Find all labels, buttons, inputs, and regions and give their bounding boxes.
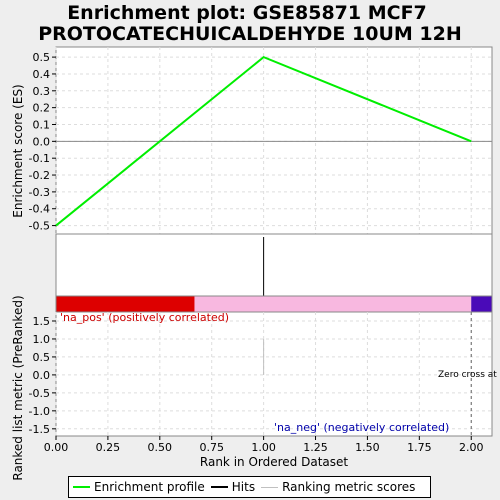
x-tick-label: 0.00 bbox=[44, 441, 69, 454]
positive-correlation-label: 'na_pos' (positively correlated) bbox=[60, 311, 229, 324]
legend-label-ranking-metric-scores: Ranking metric scores bbox=[282, 480, 416, 494]
es-y-tick-label: 0.1 bbox=[33, 118, 51, 131]
es-plot-area bbox=[55, 46, 493, 235]
es-y-tick-label: 0.3 bbox=[33, 85, 51, 98]
es-y-tick-label: -0.3 bbox=[29, 186, 50, 199]
es-y-tick-label: 0.5 bbox=[33, 51, 51, 64]
x-tick-label: 1.75 bbox=[407, 441, 432, 454]
legend-swatch-ranking-metric-scores bbox=[261, 486, 279, 488]
colorbar-segment bbox=[471, 296, 492, 312]
legend-item-enrichment-profile: Enrichment profile bbox=[73, 480, 205, 494]
es-y-tick-label: -0.2 bbox=[29, 169, 50, 182]
x-axis-label: Rank in Ordered Dataset bbox=[200, 455, 348, 469]
rank-y-tick-label: 0.5 bbox=[33, 351, 51, 364]
x-tick-label: 1.00 bbox=[251, 441, 276, 454]
colorbar-segment bbox=[194, 296, 472, 312]
legend-item-ranking-metric-scores: Ranking metric scores bbox=[261, 480, 415, 494]
es-grid bbox=[55, 47, 492, 234]
colorbar-segment bbox=[56, 296, 195, 312]
es-y-tick-label: 0.0 bbox=[33, 135, 51, 148]
rank-y-tick-label: 0.0 bbox=[33, 369, 51, 382]
rank-y-tick-label: 1.0 bbox=[33, 333, 51, 346]
es-y-tick-label: 0.4 bbox=[33, 68, 51, 81]
es-y-tick-label: 0.2 bbox=[33, 102, 51, 115]
rank-panel: 1.5 1.0 0.5 0.0 -0.5 -1.0 -1.5 Zero cross at 2… bbox=[11, 295, 500, 480]
legend-swatch-hits bbox=[210, 486, 228, 488]
chart-title-line-1: Enrichment plot: GSE85871 MCF7 bbox=[67, 2, 427, 24]
chart-title-line-2: PROTOCATECHUICALDEHYDE 10UM 12H bbox=[38, 23, 462, 45]
rank-y-tick-label: -0.5 bbox=[29, 387, 50, 400]
rank-y-ticks: 1.5 1.0 0.5 0.0 -0.5 -1.0 -1.5 bbox=[29, 315, 56, 436]
legend: Enrichment profile Hits Ranking metric s… bbox=[68, 476, 431, 498]
es-panel: 0.5 0.4 0.3 0.2 0.1 0.0 -0.1 -0.2 -0.3 -0.4 -0.5 E… bbox=[11, 46, 493, 235]
rank-y-tick-label: -1.5 bbox=[29, 423, 50, 436]
legend-label-hits: Hits bbox=[231, 480, 256, 494]
legend-label-enrichment-profile: Enrichment profile bbox=[94, 480, 205, 494]
rank-y-axis-label: Ranked list metric (PreRanked) bbox=[11, 295, 25, 480]
zero-cross-label: Zero cross at 2 bbox=[438, 370, 500, 380]
rank-y-tick-label: 1.5 bbox=[33, 315, 51, 328]
es-y-tick-label: -0.1 bbox=[29, 152, 50, 165]
es-y-axis-label: Enrichment score (ES) bbox=[11, 84, 25, 217]
hits-panel bbox=[55, 233, 493, 297]
legend-swatch-enrichment-profile bbox=[73, 486, 90, 488]
x-tick-label: 0.50 bbox=[148, 441, 173, 454]
x-tick-label: 1.25 bbox=[303, 441, 328, 454]
rank-y-tick-label: -1.0 bbox=[29, 405, 50, 418]
x-tick-label: 0.25 bbox=[96, 441, 121, 454]
es-y-tick-label: -0.4 bbox=[29, 203, 50, 216]
hits-plot-area bbox=[55, 233, 493, 297]
x-ticks: 0.00 0.25 0.50 0.75 1.00 1.25 1.50 1.75 2.00 bbox=[44, 436, 484, 454]
es-y-tick-label: -0.5 bbox=[29, 220, 50, 233]
x-tick-label: 1.50 bbox=[355, 441, 380, 454]
rank-colorbar bbox=[55, 295, 493, 313]
legend-item-hits: Hits bbox=[210, 480, 256, 494]
negative-correlation-label: 'na_neg' (negatively correlated) bbox=[274, 421, 449, 434]
enrichment-profile-line bbox=[55, 55, 472, 227]
es-y-ticks: 0.5 0.4 0.3 0.2 0.1 0.0 -0.1 -0.2 -0.3 -0.4 -0.5 bbox=[29, 51, 56, 233]
rank-plot-area bbox=[55, 311, 493, 437]
x-tick-label: 0.75 bbox=[199, 441, 224, 454]
x-tick-label: 2.00 bbox=[459, 441, 484, 454]
